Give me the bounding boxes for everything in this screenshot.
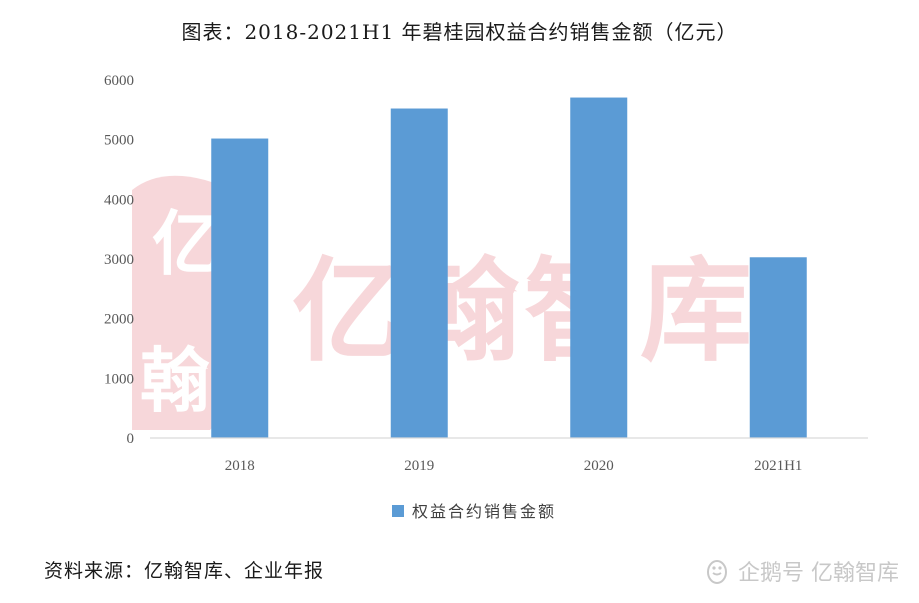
legend-swatch <box>392 505 404 517</box>
y-tick-label: 1000 <box>104 371 134 387</box>
footer-brand-text: 企鹅号 亿翰智库 <box>738 561 899 586</box>
x-axis: 2018 2019 2020 2021H1 <box>225 458 803 474</box>
y-tick-label: 6000 <box>104 73 134 89</box>
bar <box>390 108 448 439</box>
bar <box>749 257 807 438</box>
x-tick-label: 2021H1 <box>754 458 802 474</box>
y-tick-label: 2000 <box>104 312 134 328</box>
y-tick-label: 5000 <box>104 133 134 149</box>
chart-title: 图表：2018-2021H1 年碧桂园权益合约销售金额（亿元） <box>181 20 738 44</box>
y-tick-label: 3000 <box>104 252 134 268</box>
y-tick-label: 0 <box>127 431 135 447</box>
source-note: 资料来源：亿翰智库、企业年报 <box>44 560 325 582</box>
bar <box>570 97 628 439</box>
watermark-logo-char-2: 翰 <box>140 340 210 422</box>
watermark-logo-char-1: 亿 <box>152 203 222 285</box>
bars <box>211 97 807 439</box>
penguin-icon <box>707 560 727 584</box>
legend-label: 权益合约销售金额 <box>412 502 556 521</box>
y-axis: 0 1000 2000 3000 4000 5000 6000 <box>104 73 134 447</box>
footer-brand: 企鹅号 亿翰智库 <box>702 555 899 587</box>
watermark-text: 亿翰智库 <box>292 247 756 377</box>
y-tick-label: 4000 <box>104 192 134 208</box>
legend: 权益合约销售金额 <box>392 502 556 521</box>
x-tick-label: 2018 <box>225 458 255 474</box>
bar <box>211 138 269 438</box>
x-tick-label: 2019 <box>404 458 434 474</box>
x-tick-label: 2020 <box>584 458 614 474</box>
